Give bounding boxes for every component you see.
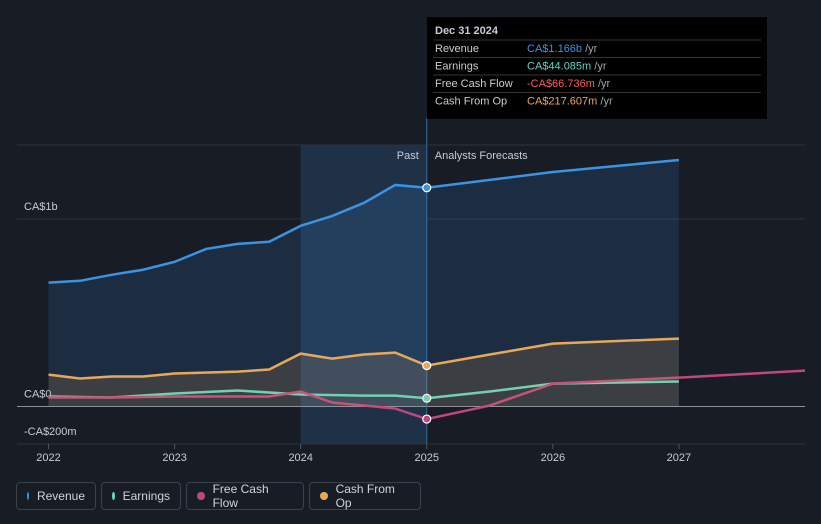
legend-item[interactable]: Revenue — [16, 482, 96, 510]
tooltip-unit: /yr — [600, 95, 613, 107]
legend-dot — [197, 492, 205, 500]
tooltip-unit: /yr — [598, 78, 611, 90]
line — [48, 369, 806, 421]
legend-label: Free Cash Flow — [212, 482, 269, 510]
legend-label: Revenue — [36, 489, 85, 503]
x-tick-label: 2027 — [667, 452, 691, 464]
tooltip-value-text: -CA$66.736m — [527, 78, 595, 90]
tooltip-value: -CA$66.736m /yr — [527, 78, 610, 90]
tooltip-value: CA$1.166b /yr — [527, 43, 598, 55]
point — [422, 360, 432, 371]
tooltip-label: Revenue — [435, 43, 479, 55]
area — [48, 160, 679, 407]
x-tick-label: 2022 — [36, 452, 60, 464]
tooltip-label: Earnings — [435, 60, 479, 72]
y-tick-label: CA$0 — [24, 388, 52, 400]
area — [48, 338, 679, 407]
legend-label: Earnings — [122, 489, 170, 503]
tooltip-value-text: CA$217.607m — [527, 95, 597, 107]
x-tick-label: 2024 — [288, 452, 312, 464]
line — [48, 380, 679, 400]
tooltip-unit: /yr — [594, 60, 607, 72]
forecast-label: Analysts Forecasts — [435, 150, 528, 162]
line — [48, 337, 679, 380]
line — [48, 158, 680, 284]
point — [422, 414, 432, 424]
tooltip-value: CA$217.607m /yr — [527, 95, 613, 107]
tooltip-label: Cash From Op — [435, 95, 507, 107]
point — [422, 393, 432, 403]
legend-item[interactable]: Earnings — [101, 482, 181, 510]
legend-label: Cash From Op — [335, 482, 395, 510]
legend-dot — [320, 492, 328, 500]
tooltip: Dec 31 2024 Revenue CA$1.166b /yr Earnings C… — [427, 17, 767, 119]
tooltip-label: Free Cash Flow — [435, 78, 513, 90]
legend-item[interactable]: Free Cash Flow — [186, 482, 304, 510]
past-label: Past — [397, 150, 419, 162]
legend-dot — [27, 492, 29, 500]
legend-dot — [112, 492, 115, 500]
x-tick-label: 2026 — [541, 452, 565, 464]
y-tick-label: CA$1b — [24, 201, 58, 213]
tooltip-box — [427, 17, 767, 119]
tooltip-value: CA$44.085m /yr — [527, 60, 607, 72]
tooltip-value-text: CA$44.085m — [527, 60, 591, 72]
x-tick-label: 2025 — [415, 452, 439, 464]
tooltip-value-text: CA$1.166b — [527, 43, 582, 55]
tooltip-date: Dec 31 2024 — [435, 25, 499, 37]
point — [422, 183, 432, 193]
legend-item[interactable]: Cash From Op — [309, 482, 421, 510]
y-tick-label: -CA$200m — [24, 426, 77, 438]
x-tick-label: 2023 — [162, 452, 186, 464]
tooltip-unit: /yr — [585, 43, 598, 55]
